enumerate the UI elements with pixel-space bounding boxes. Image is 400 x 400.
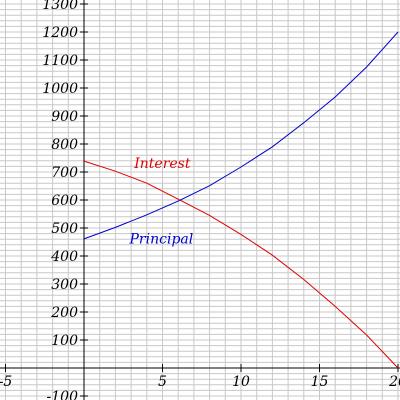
y-tick-label: 1000 — [42, 81, 78, 97]
x-tick-label: 15 — [311, 374, 329, 390]
y-tick-label: 1200 — [42, 25, 78, 41]
y-tick-label: 900 — [51, 109, 78, 125]
y-tick-label: 200 — [50, 305, 78, 321]
y-tick-label: 400 — [50, 249, 78, 265]
x-tick-label: -5 — [0, 374, 12, 390]
x-tick-label: 5 — [158, 374, 167, 390]
y-tick-label: -100 — [47, 389, 79, 400]
y-tick-label: 100 — [51, 333, 78, 349]
series-line-interest — [83, 160, 399, 369]
y-tick-label: 800 — [51, 137, 78, 153]
chart-series-labels: Interest Principal — [129, 156, 194, 248]
chart-series — [83, 31, 399, 369]
x-tick-label: 10 — [232, 374, 250, 390]
y-tick-label: 1100 — [42, 53, 78, 69]
y-tick-label: 700 — [51, 165, 78, 181]
y-tick-label: 1300 — [42, 0, 78, 13]
y-tick-label: 500 — [51, 221, 78, 237]
x-tick-label: 20 — [388, 374, 400, 390]
y-tick-label: 600 — [51, 193, 78, 209]
y-tick-label: 300 — [51, 277, 78, 293]
series-line-principal — [83, 31, 399, 240]
series-label-interest: Interest — [133, 156, 191, 172]
series-label-principal: Principal — [129, 231, 194, 247]
